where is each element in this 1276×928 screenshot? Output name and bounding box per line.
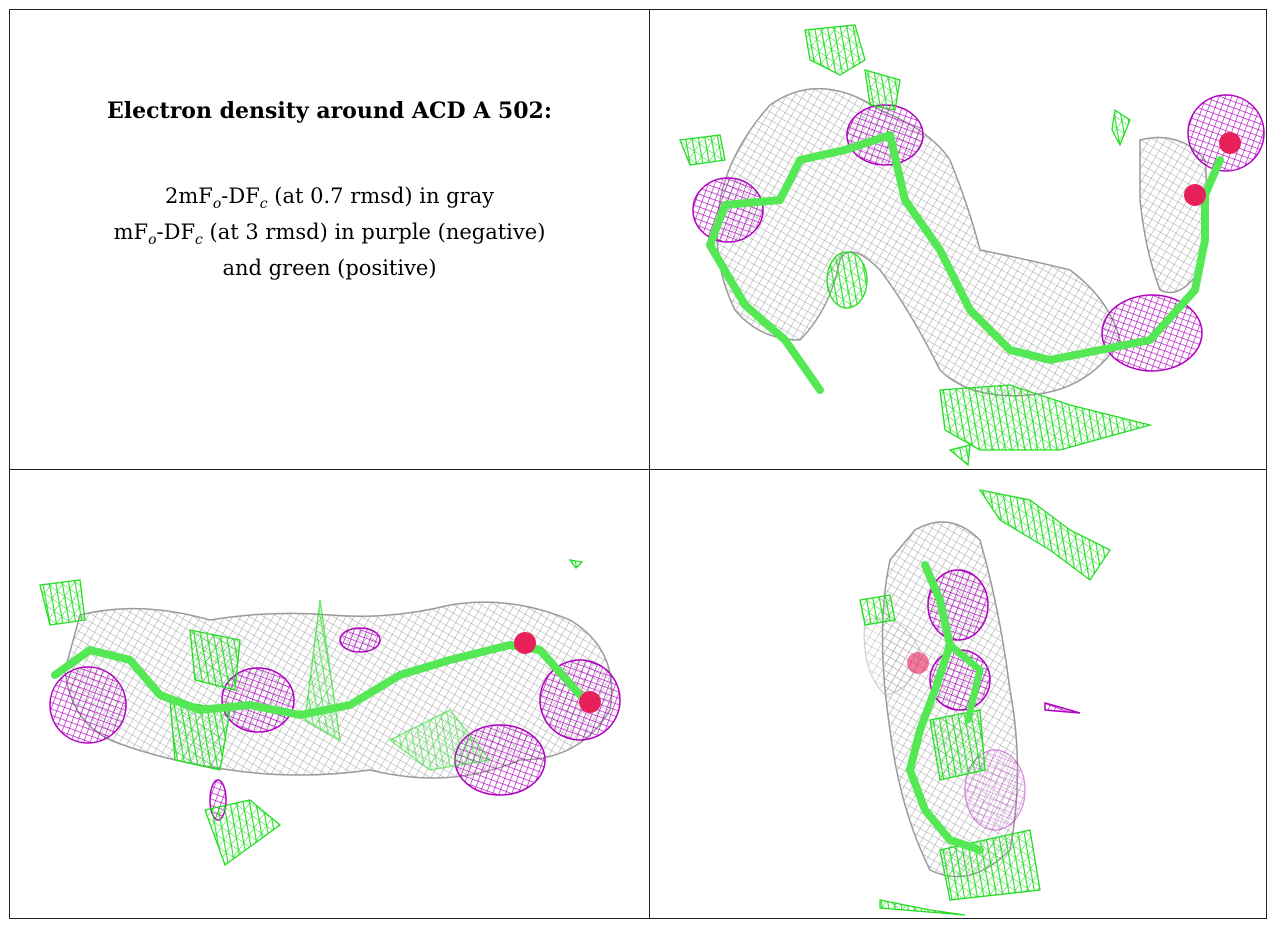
oxygen-atom bbox=[1219, 132, 1241, 154]
table-divider-horizontal bbox=[10, 469, 1266, 470]
oxygen-atoms bbox=[514, 632, 601, 713]
ligand-stick-model bbox=[706, 131, 1224, 394]
oxygen-atom bbox=[1184, 184, 1206, 206]
density-render-top-right bbox=[679, 24, 1265, 467]
figure-table: Electron density around ACD A 502: 2mFo-… bbox=[9, 9, 1267, 919]
oxygen-atom bbox=[514, 632, 536, 654]
green-density-mesh bbox=[39, 559, 584, 867]
caption-line-2fofc: 2mFo-DFc (at 0.7 rmsd) in gray bbox=[164, 184, 495, 213]
oxygen-atom bbox=[907, 652, 929, 674]
table-divider-vertical bbox=[649, 10, 650, 918]
ligand-stick-model bbox=[51, 641, 584, 719]
density-panel-bottom-left bbox=[10, 470, 649, 918]
oxygen-atoms bbox=[907, 652, 929, 674]
oxygen-atom bbox=[579, 691, 601, 713]
purple-density-mesh bbox=[49, 627, 621, 821]
density-render-bottom-left bbox=[39, 559, 621, 867]
caption: Electron density around ACD A 502: 2mFo-… bbox=[10, 98, 649, 282]
oxygen-atoms bbox=[1184, 132, 1241, 206]
density-panel-bottom-right bbox=[650, 470, 1266, 918]
caption-line-fofc: mFo-DFc (at 3 rmsd) in purple (negative) bbox=[113, 220, 546, 249]
caption-line-positive: and green (positive) bbox=[222, 256, 437, 281]
ligand-stick-model bbox=[906, 561, 984, 854]
caption-title: Electron density around ACD A 502: bbox=[107, 98, 552, 124]
green-density-mesh bbox=[859, 489, 1111, 916]
density-render-bottom-right bbox=[859, 489, 1111, 916]
caption-cell: Electron density around ACD A 502: 2mFo-… bbox=[10, 10, 649, 469]
green-density-mesh bbox=[679, 24, 1153, 467]
density-panel-top-right bbox=[650, 10, 1266, 469]
